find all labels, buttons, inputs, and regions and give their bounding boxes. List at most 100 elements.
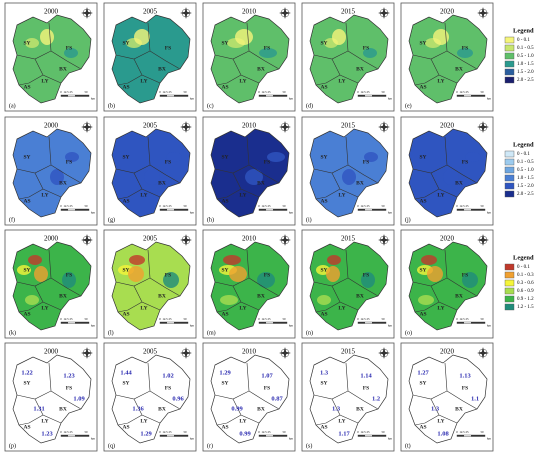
region-label: LY xyxy=(338,305,345,311)
scale-label: 25 xyxy=(268,90,272,94)
year-label: 2015 xyxy=(341,122,356,130)
region-value: 1.2 xyxy=(372,395,380,402)
region-label: AS xyxy=(122,424,129,430)
legend-item: 1.2 - 1.5 xyxy=(517,305,534,310)
map-patch xyxy=(129,255,145,265)
north-arrow xyxy=(279,347,291,359)
region-label: SY xyxy=(23,154,30,160)
scale-label: 25 xyxy=(466,90,470,94)
legend-swatch xyxy=(504,190,515,198)
region-label: SY xyxy=(419,154,426,160)
map-patch xyxy=(326,266,340,282)
map-texture xyxy=(118,255,179,305)
region-label: SY xyxy=(23,267,30,273)
map-patch xyxy=(257,272,275,288)
scale-label: 0 xyxy=(258,317,260,321)
scale-unit: km xyxy=(487,97,492,101)
scale-label: 25 xyxy=(70,317,74,321)
north-arrow xyxy=(81,121,93,133)
year-label: 2005 xyxy=(143,122,158,130)
region-label: BX xyxy=(455,406,463,412)
scale-unit: km xyxy=(289,211,294,215)
region-value: 0.87 xyxy=(271,395,283,402)
scale-label: 12.5 xyxy=(162,430,168,434)
map-patch xyxy=(235,29,253,45)
panel-label: (e) xyxy=(405,102,412,109)
north-arrow xyxy=(81,7,93,19)
region-value: 1.07 xyxy=(261,372,273,379)
scale-label: 50 xyxy=(481,430,485,434)
region-label: AS xyxy=(320,424,327,430)
region-label: BX xyxy=(158,66,166,72)
region-label: SY xyxy=(320,154,327,160)
scale-label: 50 xyxy=(184,90,188,94)
scale-label: 0 xyxy=(60,317,62,321)
map-texture xyxy=(316,255,375,305)
map-texture xyxy=(245,152,285,185)
region-label: SY xyxy=(122,267,129,273)
map-patch xyxy=(64,48,78,58)
region-label: FS xyxy=(165,159,171,165)
region-label: AS xyxy=(419,198,426,204)
region-label: LY xyxy=(41,305,48,311)
scale-unit: km xyxy=(487,211,492,215)
region-value: 1.44 xyxy=(120,369,132,376)
panel-label: (a) xyxy=(9,102,16,109)
scale-label: 25 xyxy=(268,430,272,434)
panel-label: (n) xyxy=(306,329,313,336)
scale-label: 50 xyxy=(481,204,485,208)
region-label: FS xyxy=(363,159,369,165)
region-label: AS xyxy=(122,198,129,204)
region-label: BX xyxy=(59,180,67,186)
region-label: FS xyxy=(165,272,171,278)
scale-label: 50 xyxy=(481,317,485,321)
map-patch xyxy=(25,38,39,48)
map-texture xyxy=(126,29,181,58)
year-label: 2000 xyxy=(44,8,59,16)
map-patch xyxy=(364,152,378,162)
region-label: SY xyxy=(122,154,129,160)
region-label: AS xyxy=(23,424,30,430)
scale-label: 0 xyxy=(456,317,458,321)
legend-item: 0 - 0.1 xyxy=(517,152,530,157)
panel-label: (o) xyxy=(405,329,412,336)
scale-label: 50 xyxy=(283,90,287,94)
scale-label: 12.5 xyxy=(360,317,366,321)
scale-unit: km xyxy=(289,437,294,441)
region-label: LY xyxy=(41,78,48,84)
scale-unit: km xyxy=(190,437,195,441)
scale-label: 12.5 xyxy=(63,430,69,434)
year-label: 2015 xyxy=(341,235,356,243)
region-value: 1.22 xyxy=(21,369,32,376)
region-label: LY xyxy=(239,192,246,198)
year-label: 2010 xyxy=(242,122,257,130)
panel-label: (d) xyxy=(306,102,313,109)
scale-label: 0 xyxy=(159,204,161,208)
scale-label: 50 xyxy=(481,90,485,94)
map-patch xyxy=(363,48,377,58)
north-arrow xyxy=(477,7,489,19)
year-label: 2005 xyxy=(143,8,158,16)
scale-label: 50 xyxy=(283,317,287,321)
scale-label: 0 xyxy=(60,430,62,434)
region-value: 1.23 xyxy=(41,430,53,437)
scale-label: 12.5 xyxy=(63,317,69,321)
scale-label: 50 xyxy=(184,317,188,321)
map-texture xyxy=(417,255,478,305)
scale-label: 25 xyxy=(367,204,371,208)
legend-item: 0.3 - 0.6 xyxy=(517,281,534,286)
region-label: AS xyxy=(221,198,228,204)
map-patch xyxy=(65,152,79,162)
region-label: LY xyxy=(140,78,147,84)
